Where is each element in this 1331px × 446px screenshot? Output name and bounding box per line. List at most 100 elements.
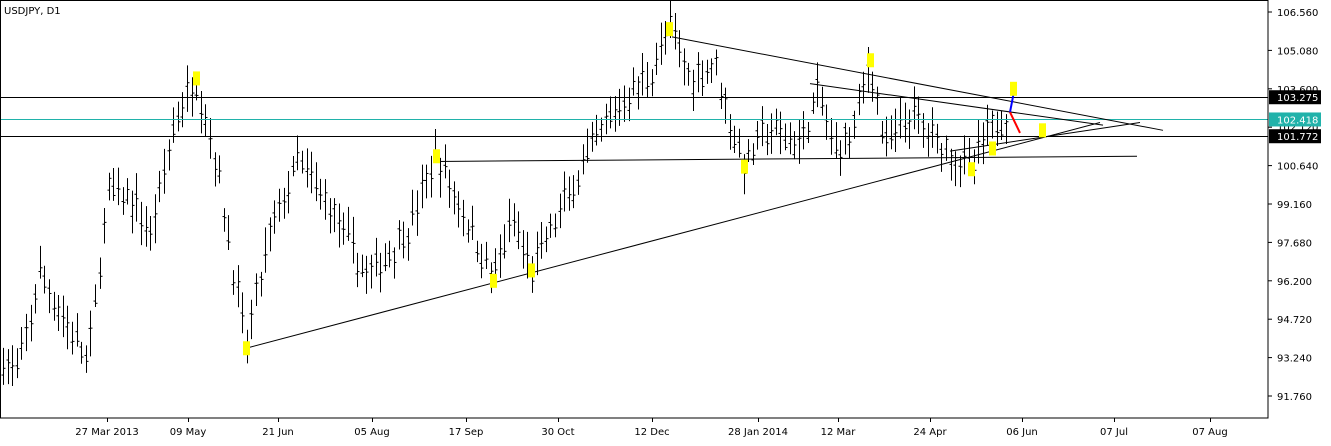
- price-level-label-bg: [1269, 129, 1321, 144]
- ohlc-bar: [599, 117, 604, 142]
- y-tick-label: 106.560: [1277, 8, 1318, 19]
- ohlc-bar: [295, 135, 300, 171]
- ohlc-bar: [208, 118, 213, 159]
- ohlc-bar: [562, 171, 567, 212]
- ohlc-bar: [576, 170, 581, 195]
- ohlc-bar: [231, 270, 236, 295]
- ohlc-bars: [1, 0, 1009, 387]
- ohlc-bar: [190, 77, 195, 117]
- ohlc-bar: [272, 200, 277, 234]
- ohlc-bar: [171, 107, 176, 143]
- ohlc-bar: [935, 123, 940, 154]
- ohlc-bar: [636, 76, 641, 110]
- ohlc-bar: [47, 279, 52, 314]
- swing-marker-low: [741, 159, 748, 174]
- ohlc-bar: [820, 86, 825, 116]
- ohlc-bar: [360, 254, 365, 278]
- ohlc-bar: [709, 58, 714, 83]
- ohlc-bar: [107, 172, 112, 201]
- neckline-trendline[interactable]: [435, 155, 1138, 162]
- ohlc-bar: [332, 198, 337, 233]
- ohlc-bar: [116, 167, 121, 206]
- swing-marker-high: [193, 71, 200, 86]
- ohlc-bar: [286, 170, 291, 214]
- ohlc-bar: [29, 304, 34, 342]
- ohlc-bar: [521, 230, 526, 269]
- ohlc-bar: [111, 168, 116, 201]
- ohlc-bar: [613, 96, 618, 132]
- swing-marker-low: [243, 341, 250, 356]
- ohlc-bar: [268, 217, 273, 252]
- ohlc-bar: [847, 127, 852, 159]
- ohlc-bar: [213, 152, 218, 187]
- ohlc-bar: [1004, 114, 1009, 144]
- ohlc-bar: [98, 257, 103, 289]
- swing-marker-high: [666, 22, 673, 37]
- ohlc-bar: [778, 111, 783, 155]
- ohlc-bar: [857, 83, 862, 116]
- ohlc-bar: [691, 69, 696, 111]
- ohlc-bar: [553, 213, 558, 238]
- ohlc-bar: [429, 155, 434, 198]
- y-tick-label: 97.680: [1277, 238, 1312, 249]
- x-tick-label: 12 Dec: [634, 427, 669, 438]
- ohlc-bar: [42, 265, 47, 294]
- ohlc-bar: [985, 104, 990, 146]
- inner-resistance-trendline[interactable]: [809, 83, 1104, 126]
- ohlc-bar: [263, 227, 268, 273]
- support-trendline[interactable]: [245, 122, 1101, 349]
- triangle-top-trendline[interactable]: [671, 36, 1164, 131]
- axes: 106.560105.080103.600102.120100.64099.16…: [0, 0, 1321, 438]
- ohlc-bar: [157, 170, 162, 203]
- ohlc-bar: [420, 164, 425, 209]
- y-tick-label: 105.080: [1277, 46, 1318, 57]
- ohlc-bar: [944, 135, 949, 161]
- ohlc-bar: [907, 109, 912, 149]
- y-tick-label: 100.640: [1277, 162, 1318, 173]
- ohlc-bar: [645, 61, 650, 98]
- swing-marker-projection: [1039, 123, 1046, 138]
- ohlc-bar: [401, 221, 406, 259]
- ohlc-bar: [199, 91, 204, 134]
- ohlc-bar: [834, 122, 839, 159]
- ohlc-bar: [728, 114, 733, 150]
- ohlc-bar: [447, 169, 452, 208]
- ohlc-bar: [102, 207, 107, 244]
- ohlc-bar: [705, 59, 710, 84]
- ohlc-bar: [797, 119, 802, 164]
- ohlc-bar: [61, 295, 66, 338]
- ohlc-bar: [765, 124, 770, 156]
- ohlc-bar: [571, 175, 576, 209]
- ohlc-bar: [852, 110, 857, 139]
- ohlc-bar: [466, 219, 471, 243]
- ohlc-bar: [10, 345, 15, 387]
- ohlc-bar: [608, 96, 613, 129]
- ohlc-bar: [673, 13, 678, 50]
- ohlc-bar: [714, 49, 719, 76]
- ohlc-bar: [558, 193, 563, 229]
- ohlc-bar: [502, 224, 507, 259]
- ohlc-bar: [259, 271, 264, 297]
- ohlc-bar: [498, 234, 503, 278]
- ohlc-bar: [222, 208, 227, 232]
- ohlc-bar: [507, 198, 512, 243]
- ohlc-bar: [484, 241, 489, 270]
- chart-title: USDJPY, D1: [4, 6, 61, 17]
- ohlc-bar: [470, 205, 475, 241]
- ohlc-bar: [52, 291, 57, 321]
- swing-markers: [193, 22, 1046, 356]
- ohlc-bar: [843, 122, 848, 155]
- ohlc-bar: [254, 273, 259, 306]
- price-level-label: 103.275: [1277, 93, 1318, 104]
- swing-marker-high: [867, 53, 874, 68]
- ohlc-bar: [622, 85, 627, 122]
- ohlc-bar: [185, 65, 190, 112]
- ohlc-bar: [226, 215, 231, 250]
- ohlc-bar: [282, 187, 287, 219]
- ohlc-bar: [305, 148, 310, 188]
- ohlc-bar: [640, 53, 645, 96]
- ohlc-bar: [176, 101, 181, 132]
- ohlc-bar: [723, 87, 728, 124]
